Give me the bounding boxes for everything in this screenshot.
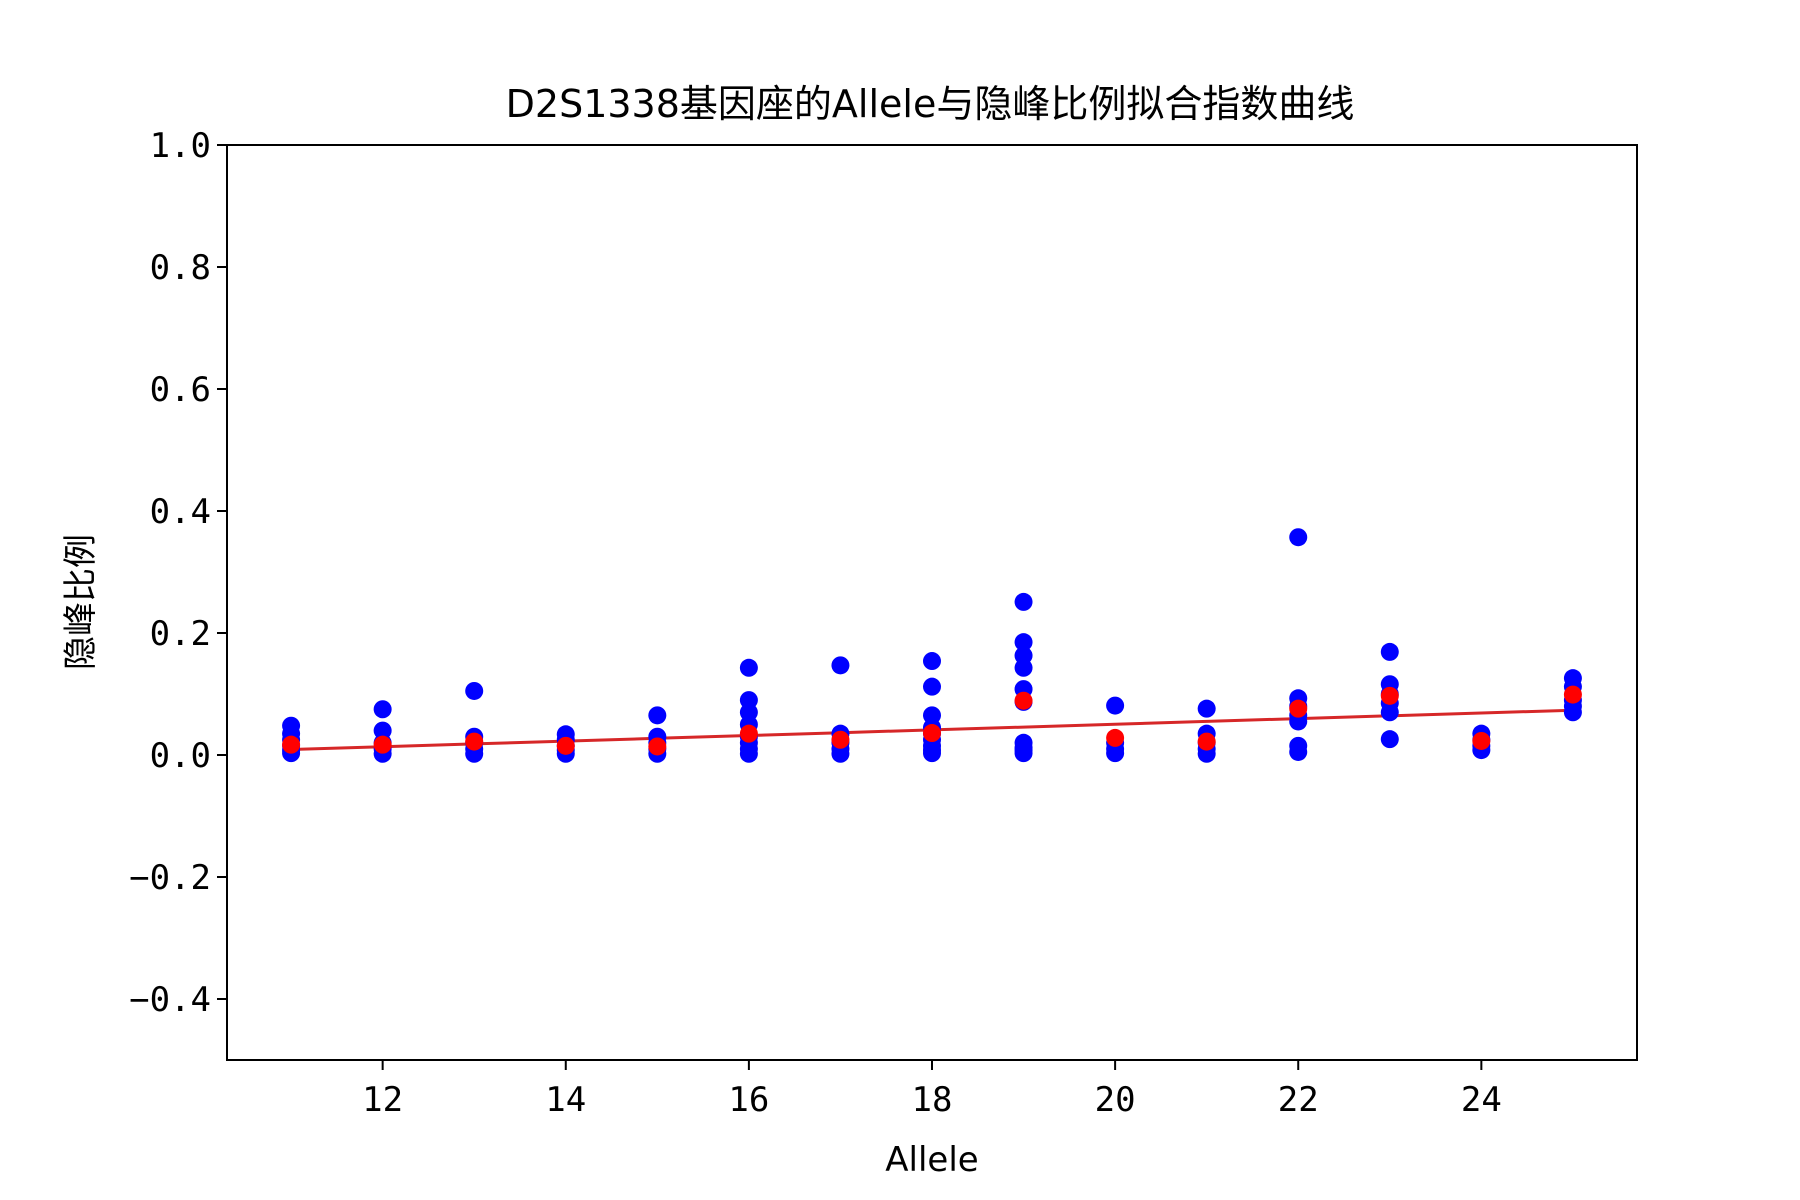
x-tick-label: 18 <box>912 1080 953 1120</box>
y-tick-label: 0.4 <box>150 492 211 532</box>
mean-point <box>648 737 667 756</box>
observed-point <box>1106 696 1125 715</box>
chart-title: D2S1338基因座的Allele与隐峰比例拟合指数曲线 <box>506 82 1355 126</box>
observed-point <box>1106 744 1125 763</box>
mean-point <box>465 732 484 751</box>
observed-point <box>831 744 850 763</box>
observed-point <box>739 658 758 677</box>
observed-point <box>923 744 941 763</box>
observed-point <box>923 652 941 671</box>
mean-point <box>282 735 301 754</box>
mean-point <box>831 730 850 749</box>
x-tick-label: 16 <box>728 1080 769 1120</box>
y-tick-label: 0.2 <box>150 614 211 654</box>
observed-point <box>1197 699 1216 718</box>
observed-point <box>1014 592 1033 611</box>
observed-point <box>1014 633 1033 652</box>
mean-point <box>739 724 758 743</box>
y-tick-label: 1.0 <box>150 126 211 166</box>
observed-point <box>1289 742 1308 761</box>
mean-point <box>1380 686 1399 705</box>
x-axis-ticks: 12 14 16 18 20 22 24 <box>362 1060 1502 1120</box>
plot-frame <box>226 144 1638 1061</box>
y-tick-label: 0.8 <box>150 248 211 288</box>
y-tick-label: 0.0 <box>150 736 211 776</box>
x-tick-label: 24 <box>1461 1080 1502 1120</box>
mean-points-layer <box>282 685 1582 756</box>
mean-point <box>1197 732 1216 751</box>
y-tick-label: 0.6 <box>150 370 211 410</box>
observed-point <box>465 681 484 700</box>
observed-point <box>1014 658 1033 677</box>
observed-point <box>1380 642 1399 661</box>
observed-point <box>1380 730 1399 749</box>
observed-point <box>373 700 392 719</box>
observed-point <box>739 744 758 763</box>
mean-point <box>1289 699 1308 718</box>
mean-point <box>556 736 575 755</box>
observed-point <box>1289 712 1308 731</box>
x-axis-label: Allele <box>885 1140 978 1180</box>
mean-point <box>1014 691 1033 710</box>
y-tick-label: −0.4 <box>129 980 211 1020</box>
x-tick-label: 14 <box>545 1080 586 1120</box>
observed-point <box>1014 744 1033 763</box>
x-tick-label: 20 <box>1095 1080 1136 1120</box>
y-tick-label: −0.2 <box>129 858 211 898</box>
y-axis-label: 隐峰比例 <box>61 534 101 670</box>
x-tick-label: 22 <box>1278 1080 1319 1120</box>
observed-point <box>923 677 941 696</box>
mean-point <box>1472 731 1491 750</box>
x-tick-label: 12 <box>362 1080 403 1120</box>
mean-point <box>373 735 392 754</box>
mean-point <box>923 724 941 743</box>
y-axis-ticks: −0.4 −0.2 0.0 0.2 0.4 0.6 0.8 1.0 <box>129 126 227 1020</box>
observed-point <box>1563 703 1582 722</box>
observed-point <box>831 656 850 675</box>
observed-point <box>1380 703 1399 722</box>
mean-point <box>1106 728 1125 747</box>
observed-point <box>1289 528 1308 547</box>
observed-point <box>648 706 667 725</box>
mean-point <box>1563 685 1582 704</box>
